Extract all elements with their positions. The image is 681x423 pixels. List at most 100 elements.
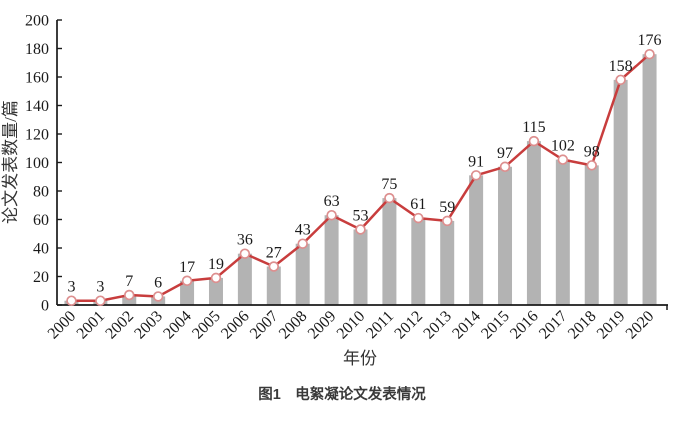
x-tick-label: 2001 bbox=[74, 308, 109, 343]
x-tick-label: 2002 bbox=[102, 308, 137, 343]
data-point-marker bbox=[181, 275, 193, 287]
x-tick-label: 2005 bbox=[189, 308, 224, 343]
data-label: 19 bbox=[208, 256, 224, 273]
bar-2004 bbox=[180, 280, 195, 305]
y-tick-label: 180 bbox=[25, 41, 49, 58]
data-label: 97 bbox=[497, 145, 513, 162]
y-tick-label: 0 bbox=[41, 298, 49, 315]
y-tick-label: 20 bbox=[33, 269, 49, 286]
x-tick-label: 2008 bbox=[276, 308, 311, 343]
axes-group: 0204060801001201401601802002000200120022… bbox=[25, 13, 668, 343]
data-point-marker bbox=[644, 48, 655, 60]
x-tick-label: 2013 bbox=[420, 308, 455, 343]
bar-2018 bbox=[584, 165, 599, 305]
bar-2013 bbox=[440, 220, 455, 305]
x-tick-label: 2015 bbox=[478, 308, 513, 343]
x-tick-label: 2011 bbox=[363, 308, 397, 342]
bar-2011 bbox=[382, 198, 397, 306]
data-point-marker bbox=[152, 291, 164, 302]
data-point-marker bbox=[268, 261, 280, 272]
y-tick-label: 160 bbox=[25, 70, 49, 87]
data-label: 91 bbox=[468, 153, 484, 170]
bar-2020 bbox=[642, 54, 657, 306]
data-label: 59 bbox=[439, 199, 455, 216]
bar-2014 bbox=[469, 175, 484, 305]
data-label: 36 bbox=[237, 232, 253, 249]
x-tick-label: 2018 bbox=[565, 308, 600, 343]
data-label: 98 bbox=[584, 143, 600, 160]
data-point-marker bbox=[124, 289, 135, 301]
data-point-marker bbox=[384, 192, 395, 204]
data-label: 75 bbox=[381, 176, 397, 193]
bar-2008 bbox=[295, 243, 310, 305]
data-point-marker bbox=[95, 295, 106, 306]
bar-2006 bbox=[237, 253, 252, 305]
data-label: 61 bbox=[410, 196, 426, 213]
y-tick-label: 100 bbox=[25, 155, 49, 172]
x-axis-title: 年份 bbox=[343, 349, 377, 368]
data-point-marker bbox=[297, 238, 308, 249]
data-label: 158 bbox=[609, 58, 633, 75]
x-tick-label: 2020 bbox=[623, 308, 658, 343]
data-label: 53 bbox=[353, 207, 369, 224]
data-label: 3 bbox=[96, 279, 104, 296]
data-point-marker bbox=[441, 215, 453, 227]
data-point-marker bbox=[413, 212, 424, 224]
y-tick-label: 200 bbox=[25, 13, 49, 30]
data-labels-group: 3 3 7 6 17 19 36 27 43 63 53 75 61 59 91 97 115 102 98 158 1… bbox=[67, 32, 661, 296]
bar-2016 bbox=[526, 141, 541, 306]
bar-2017 bbox=[555, 159, 570, 305]
x-tick-label: 2000 bbox=[45, 308, 80, 343]
data-point-marker bbox=[470, 170, 482, 181]
x-tick-label: 2007 bbox=[247, 308, 282, 343]
data-label: 43 bbox=[295, 222, 311, 239]
line-series-group bbox=[66, 48, 655, 306]
data-point-marker bbox=[499, 161, 511, 173]
data-point-marker bbox=[557, 154, 569, 165]
figure-caption: 图1 电絮凝论文发表情况 bbox=[258, 385, 426, 403]
bar-2005 bbox=[208, 277, 223, 305]
x-tick-label: 2016 bbox=[507, 308, 542, 343]
x-tick-label: 2017 bbox=[536, 308, 571, 343]
y-tick-label: 80 bbox=[33, 184, 49, 201]
data-label: 6 bbox=[154, 274, 162, 291]
bar-2015 bbox=[498, 166, 513, 305]
y-tick-label: 40 bbox=[33, 241, 49, 258]
bar-2012 bbox=[411, 218, 426, 305]
bars-group bbox=[64, 54, 657, 306]
data-label: 115 bbox=[522, 119, 545, 136]
data-point-marker bbox=[66, 295, 77, 306]
y-tick-label: 60 bbox=[33, 212, 49, 229]
x-tick-label: 2012 bbox=[391, 308, 426, 343]
data-label: 7 bbox=[125, 273, 133, 290]
x-tick-label: 2010 bbox=[334, 308, 369, 343]
data-label: 176 bbox=[638, 32, 662, 49]
data-point-marker bbox=[326, 209, 337, 221]
data-label: 3 bbox=[67, 279, 75, 296]
x-tick-label: 2003 bbox=[131, 308, 166, 343]
x-tick-label: 2006 bbox=[218, 308, 253, 343]
data-label: 27 bbox=[266, 245, 282, 262]
data-point-marker bbox=[210, 272, 222, 284]
data-label: 17 bbox=[179, 259, 195, 276]
data-point-marker bbox=[355, 224, 366, 235]
data-point-marker bbox=[615, 74, 626, 86]
x-tick-label: 2014 bbox=[449, 308, 484, 343]
bar-2007 bbox=[266, 266, 281, 305]
x-tick-label: 2009 bbox=[305, 308, 340, 343]
data-label: 63 bbox=[324, 193, 340, 210]
data-point-marker bbox=[528, 135, 540, 147]
y-axis-title: 论文发表数量/篇 bbox=[1, 100, 20, 224]
y-tick-label: 140 bbox=[25, 98, 49, 115]
x-tick-label: 2004 bbox=[160, 308, 195, 343]
bar-2010 bbox=[353, 229, 368, 305]
data-point-marker bbox=[239, 248, 251, 259]
data-label: 102 bbox=[551, 138, 575, 155]
x-tick-label: 2019 bbox=[594, 308, 629, 343]
y-tick-label: 120 bbox=[25, 127, 49, 144]
bar-2019 bbox=[613, 79, 628, 305]
bar-2009 bbox=[324, 215, 339, 305]
data-point-marker bbox=[586, 160, 597, 171]
